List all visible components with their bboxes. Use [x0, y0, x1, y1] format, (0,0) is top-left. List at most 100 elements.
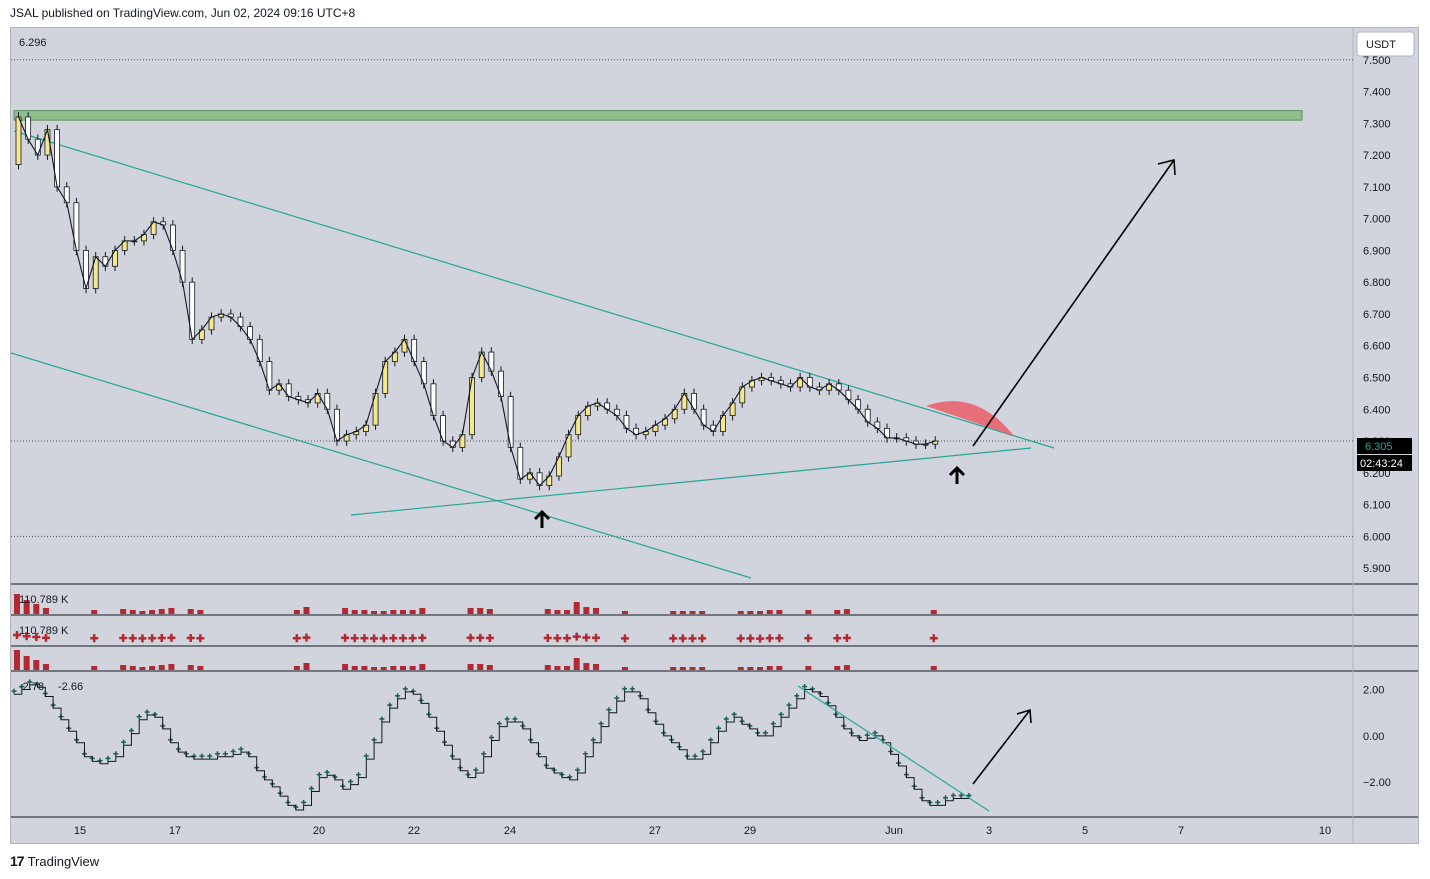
- oscillator-trendline[interactable]: [797, 685, 990, 812]
- volume-bar: [544, 609, 551, 614]
- volume-bar: [593, 608, 599, 614]
- chart-canvas[interactable]: 7.500 7.400 7.300 7.200 7.100 7.000 6.900 6.800…: [10, 28, 1418, 843]
- volume-bar: [168, 664, 175, 670]
- volume-bar: [843, 665, 850, 670]
- volume-bar: [747, 611, 754, 614]
- oscillator-label-1: -2.78: [19, 681, 44, 693]
- volume-label-1: 110.789 K: [19, 594, 69, 606]
- oscillator-series: [11, 679, 972, 811]
- oscillator-tick-label: 2.00: [1363, 685, 1384, 697]
- time-tick-label: 5: [1082, 825, 1088, 837]
- volume-bar: [33, 604, 40, 614]
- time-tick-label: 10: [1319, 825, 1331, 837]
- chart-frame[interactable]: 7.500 7.400 7.300 7.200 7.100 7.000 6.900 6.800…: [10, 27, 1419, 844]
- price-tick-label: 7.100: [1363, 182, 1391, 194]
- channel-upper-line[interactable]: [13, 130, 1055, 449]
- moving-average: [17, 116, 936, 487]
- oscillator-tick-label: 0.00: [1363, 731, 1384, 743]
- time-tick-label: 27: [649, 825, 661, 837]
- volume-bar: [486, 609, 493, 614]
- volume-bar: [197, 610, 204, 614]
- volume-bar: [139, 667, 146, 670]
- volume-bar: [14, 650, 20, 670]
- volume-bar: [419, 608, 426, 614]
- volume-bar: [120, 609, 127, 614]
- volume-bar: [757, 667, 764, 670]
- volume-bar: [91, 666, 98, 670]
- volume-bar: [689, 667, 696, 670]
- price-tick-label: 6.000: [1363, 531, 1391, 543]
- volume-bar: [158, 609, 165, 614]
- volume-bar: [689, 611, 696, 614]
- currency-button[interactable]: USDT: [1356, 31, 1415, 57]
- price-tick-label: 6.500: [1363, 372, 1391, 384]
- volume-bar: [42, 608, 49, 614]
- volume-bar: [573, 658, 580, 670]
- volume-bar: [351, 666, 358, 670]
- projection-arrow[interactable]: [972, 158, 1176, 447]
- price-legend-value: 6.296: [19, 37, 47, 49]
- rising-support-line[interactable]: [350, 447, 1032, 516]
- volume-bar: [187, 665, 194, 670]
- volume-bar: [400, 666, 406, 670]
- price-tick-label: 6.400: [1363, 404, 1391, 416]
- volume-bar: [129, 610, 136, 614]
- resistance-zone[interactable]: [13, 110, 1303, 121]
- time-tick-label: Jun: [885, 825, 903, 837]
- time-tick-label: 3: [986, 825, 992, 837]
- tradingview-logo[interactable]: 17 TradingView: [10, 853, 99, 869]
- price-tick-label: 6.800: [1363, 277, 1391, 289]
- volume-bar: [544, 665, 551, 670]
- oscillator-axis[interactable]: 2.00 0.00 −2.00: [1363, 685, 1391, 790]
- volume-bar: [390, 610, 397, 614]
- volume-bar: [33, 660, 40, 670]
- volume-bar: [409, 610, 416, 614]
- volume-bar: [670, 611, 677, 614]
- volume-bar: [621, 611, 628, 614]
- volume-bar: [197, 666, 204, 670]
- volume-bar: [679, 611, 686, 614]
- volume-bar: [583, 607, 590, 614]
- trendlines[interactable]: [10, 130, 1055, 579]
- volume-bar: [670, 667, 677, 670]
- volume-bar: [467, 664, 474, 670]
- volume-bar: [149, 666, 156, 670]
- volume-bar: [564, 666, 571, 670]
- volume-bar: [573, 602, 580, 614]
- publish-header: JSAL published on TradingView.com, Jun 0…: [10, 6, 356, 20]
- volume-bar: [737, 611, 744, 614]
- svg-text:USDT: USDT: [1366, 39, 1396, 51]
- volume-bar: [139, 611, 146, 614]
- volume-bar: [303, 663, 310, 670]
- time-tick-label: 7: [1178, 825, 1184, 837]
- volume-bar: [766, 610, 773, 614]
- bull-candle: [15, 116, 22, 166]
- volume-bar: [737, 667, 744, 670]
- oscillator-projection-arrow[interactable]: [972, 708, 1032, 785]
- price-tick-label: 6.700: [1363, 309, 1391, 321]
- volume-bar: [805, 666, 812, 670]
- svg-text:6.305: 6.305: [1365, 441, 1393, 453]
- volume-bar: [351, 610, 358, 614]
- volume-bar: [400, 610, 406, 614]
- volume-bar: [477, 664, 484, 670]
- time-axis[interactable]: 15 17 20 22 24 27 29 Jun 3 5 7 10: [74, 825, 1331, 837]
- time-tick-label: 20: [313, 825, 325, 837]
- volume-bar: [342, 608, 349, 614]
- volume-bar: [149, 610, 156, 614]
- volume-bar: [930, 610, 937, 614]
- price-axis[interactable]: 7.500 7.400 7.300 7.200 7.100 7.000 6.900 6.800…: [1363, 55, 1391, 575]
- highlight-arc[interactable]: [926, 401, 1014, 436]
- channel-lower-line[interactable]: [10, 352, 752, 579]
- price-tick-label: 6.900: [1363, 245, 1391, 257]
- time-tick-label: 22: [408, 825, 420, 837]
- volume-bar: [91, 610, 98, 614]
- up-arrow-icon: [948, 465, 966, 484]
- oscillator-label-2: -2.66: [58, 681, 83, 693]
- price-tick-label: 7.000: [1363, 214, 1391, 226]
- volume-bar: [293, 610, 300, 614]
- pane-separators: [11, 28, 1418, 843]
- up-arrow-icon: [533, 509, 551, 528]
- volume-bar: [371, 667, 378, 670]
- price-tick-label: 5.900: [1363, 563, 1391, 575]
